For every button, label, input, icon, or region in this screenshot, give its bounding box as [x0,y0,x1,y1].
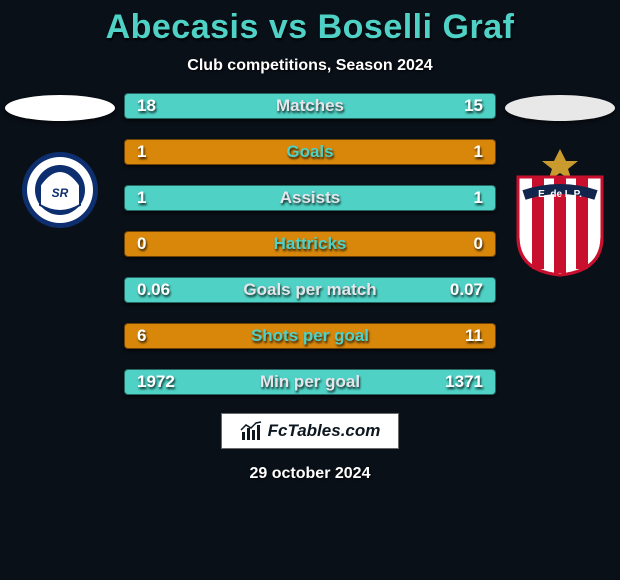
stat-row: 0Hattricks0 [124,231,496,257]
stat-label: Matches [125,96,495,116]
stat-row: 18Matches15 [124,93,496,119]
stat-label: Shots per goal [125,326,495,346]
stat-row: 1Assists1 [124,185,496,211]
left-player-column: SR [0,93,120,242]
branding-box[interactable]: FcTables.com [221,413,400,449]
stat-left-value: 0.06 [137,280,170,300]
page-subtitle: Club competitions, Season 2024 [187,57,432,75]
stat-row: 6Shots per goal11 [124,323,496,349]
left-player-ellipse [5,95,115,121]
content: Abecasis vs Boselli Graf Club competitio… [0,0,620,580]
body-row: SR 18Matches151Goals11Assists10Hattricks… [0,93,620,395]
stat-left-value: 0 [137,234,146,254]
stat-label: Goals per match [125,280,495,300]
stat-right-value: 0.07 [450,280,483,300]
svg-text:E. de L.P.: E. de L.P. [538,189,582,200]
right-player-ellipse [505,95,615,121]
stat-label: Hattricks [125,234,495,254]
page-title: Abecasis vs Boselli Graf [106,8,515,47]
stat-row: 0.06Goals per match0.07 [124,277,496,303]
right-player-column: E. de L.P. [500,93,620,282]
stat-row: 1972Min per goal1371 [124,369,496,395]
stat-right-value: 15 [464,96,483,116]
stat-left-value: 1 [137,188,146,208]
branding-text: FcTables.com [268,421,381,441]
stat-right-value: 1 [474,188,483,208]
stat-label: Min per goal [125,372,495,392]
stat-left-value: 6 [137,326,146,346]
stat-right-value: 1371 [445,372,483,392]
stat-label: Goals [125,142,495,162]
stat-left-value: 1972 [137,372,175,392]
stat-left-value: 18 [137,96,156,116]
date-text: 29 october 2024 [250,465,371,483]
stat-right-value: 1 [474,142,483,162]
stat-right-value: 11 [465,326,483,346]
right-club-crest: E. de L.P. [514,147,606,282]
stat-right-value: 0 [474,234,483,254]
chart-icon [240,420,262,442]
left-club-crest: SR [20,147,100,242]
stat-label: Assists [125,188,495,208]
stats-list: 18Matches151Goals11Assists10Hattricks00.… [120,93,500,395]
stat-row: 1Goals1 [124,139,496,165]
svg-text:SR: SR [52,186,69,200]
stat-left-value: 1 [137,142,146,162]
